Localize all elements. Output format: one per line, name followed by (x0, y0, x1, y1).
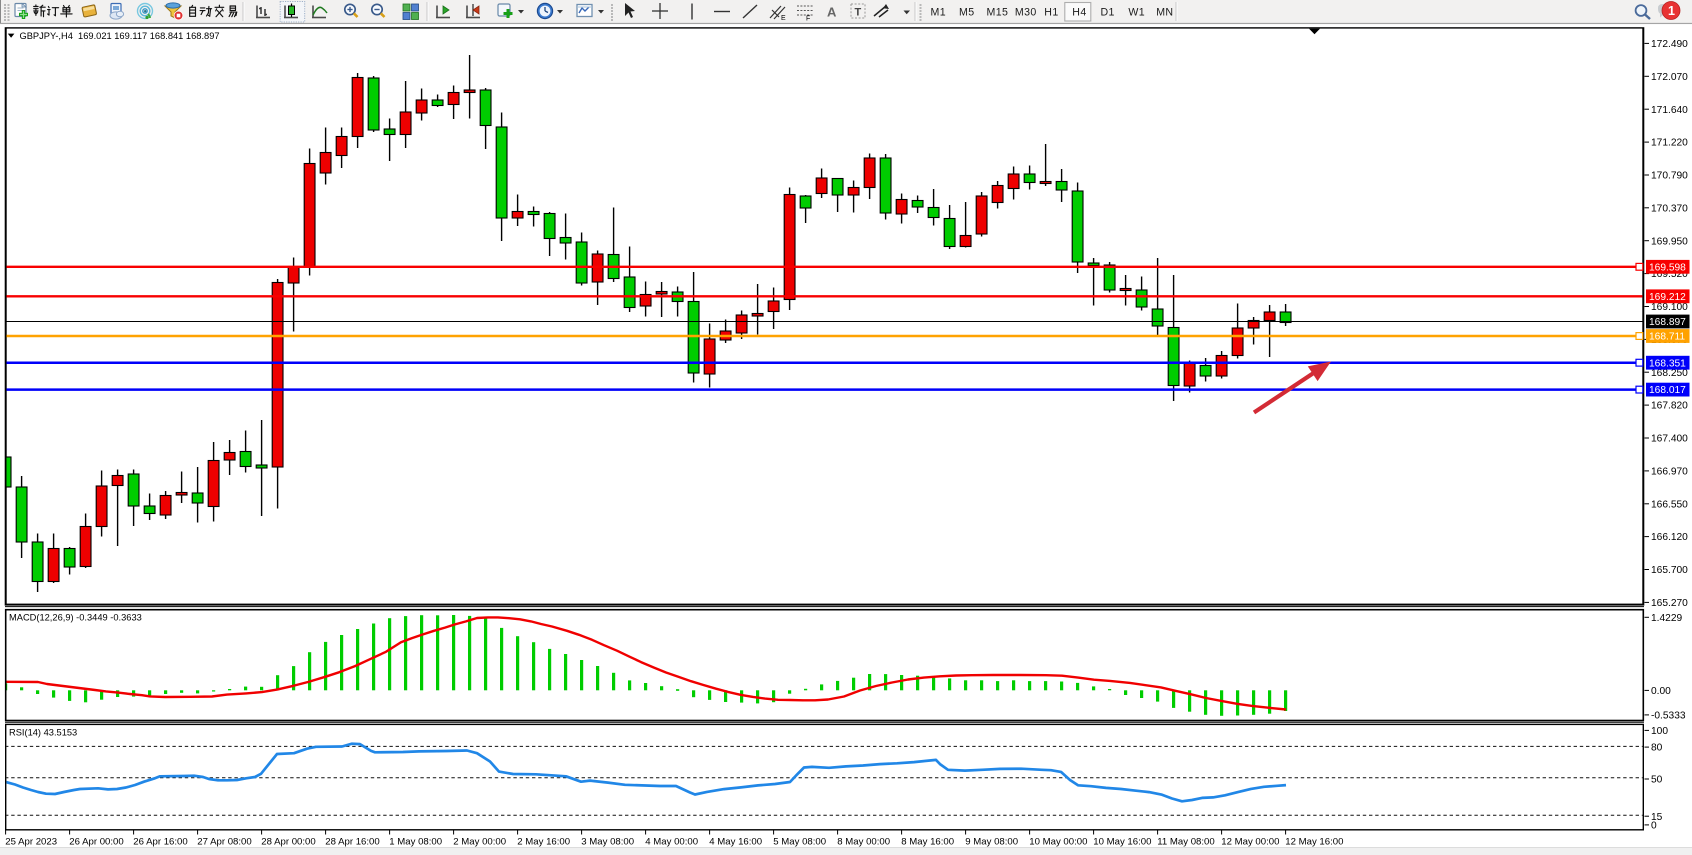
svg-text:12 May 00:00: 12 May 00:00 (1221, 837, 1279, 848)
svg-text:M30: M30 (1015, 7, 1037, 19)
svg-text:MN: MN (1156, 7, 1173, 19)
svg-text:27 Apr 08:00: 27 Apr 08:00 (197, 837, 251, 848)
svg-text:0: 0 (1651, 821, 1657, 832)
svg-text:168.017: 168.017 (1649, 385, 1686, 396)
svg-text:1: 1 (1668, 4, 1675, 18)
svg-text:170.370: 170.370 (1651, 203, 1688, 214)
svg-text:25 Apr 2023: 25 Apr 2023 (5, 837, 57, 848)
svg-text:169.520: 169.520 (1651, 269, 1688, 280)
svg-text:2 May 16:00: 2 May 16:00 (517, 837, 570, 848)
svg-text:12 May 16:00: 12 May 16:00 (1285, 837, 1343, 848)
svg-text:2 May 00:00: 2 May 00:00 (453, 837, 506, 848)
svg-text:169.950: 169.950 (1651, 236, 1688, 247)
svg-text:4 May 16:00: 4 May 16:00 (709, 837, 762, 848)
svg-text:166.550: 166.550 (1651, 499, 1688, 510)
svg-text:168.250: 168.250 (1651, 368, 1688, 379)
svg-text:10 May 00:00: 10 May 00:00 (1029, 837, 1087, 848)
svg-text:171.220: 171.220 (1651, 138, 1688, 149)
svg-text:GBPJPY-,H4 169.021 169.117 16: GBPJPY-,H4 169.021 169.117 168.841 168.8… (20, 31, 220, 41)
svg-text:3 May 08:00: 3 May 08:00 (581, 837, 634, 848)
svg-text:168.897: 168.897 (1649, 317, 1686, 328)
svg-text:E: E (781, 15, 786, 22)
svg-text:RSI(14) 43.5153: RSI(14) 43.5153 (9, 728, 77, 738)
svg-text:A: A (827, 5, 837, 20)
svg-text:28 Apr 16:00: 28 Apr 16:00 (325, 837, 379, 848)
svg-text:167.820: 167.820 (1651, 401, 1688, 412)
svg-text:165.270: 165.270 (1651, 598, 1688, 609)
svg-text:H1: H1 (1044, 7, 1058, 19)
svg-text:166.970: 166.970 (1651, 467, 1688, 478)
svg-text:MACD(12,26,9) -0.3449 -0.3633: MACD(12,26,9) -0.3449 -0.3633 (9, 613, 142, 623)
svg-text:15: 15 (1651, 812, 1663, 823)
svg-text:-0.5333: -0.5333 (1651, 711, 1686, 722)
svg-text:M5: M5 (959, 7, 975, 19)
svg-text:28 Apr 00:00: 28 Apr 00:00 (261, 837, 315, 848)
svg-text:172.490: 172.490 (1651, 39, 1688, 50)
svg-text:167.400: 167.400 (1651, 434, 1688, 445)
svg-text:M1: M1 (931, 7, 947, 19)
svg-text:168.351: 168.351 (1649, 358, 1686, 369)
svg-text:1 May 08:00: 1 May 08:00 (389, 837, 442, 848)
svg-text:168.711: 168.711 (1649, 332, 1685, 343)
svg-text:26 Apr 00:00: 26 Apr 00:00 (69, 837, 123, 848)
svg-text:166.120: 166.120 (1651, 532, 1688, 543)
svg-text:0.00: 0.00 (1651, 686, 1671, 697)
svg-text:80: 80 (1651, 743, 1663, 754)
svg-text:171.640: 171.640 (1651, 105, 1688, 116)
svg-text:5 May 08:00: 5 May 08:00 (773, 837, 826, 848)
svg-text:50: 50 (1651, 775, 1663, 786)
svg-text:8 May 16:00: 8 May 16:00 (901, 837, 954, 848)
svg-text:4 May 00:00: 4 May 00:00 (645, 837, 698, 848)
svg-text:M15: M15 (987, 7, 1009, 19)
svg-text:8 May 00:00: 8 May 00:00 (837, 837, 890, 848)
svg-text:170.790: 170.790 (1651, 171, 1688, 182)
svg-text:26 Apr 16:00: 26 Apr 16:00 (133, 837, 187, 848)
svg-text:1.4229: 1.4229 (1651, 613, 1682, 624)
svg-text:9 May 08:00: 9 May 08:00 (965, 837, 1018, 848)
svg-text:W1: W1 (1128, 7, 1145, 19)
svg-text:100: 100 (1651, 726, 1668, 737)
svg-text:F: F (806, 16, 810, 23)
svg-text:165.700: 165.700 (1651, 565, 1688, 576)
svg-text:172.070: 172.070 (1651, 72, 1688, 83)
svg-text:D1: D1 (1101, 7, 1115, 19)
svg-text:11 May 08:00: 11 May 08:00 (1157, 837, 1214, 848)
svg-text:10 May 16:00: 10 May 16:00 (1093, 837, 1151, 848)
svg-text:169.212: 169.212 (1649, 292, 1686, 303)
svg-text:H4: H4 (1072, 7, 1086, 19)
svg-text:T: T (855, 7, 862, 19)
svg-text:169.598: 169.598 (1649, 262, 1686, 273)
svg-text:169.100: 169.100 (1651, 302, 1688, 313)
